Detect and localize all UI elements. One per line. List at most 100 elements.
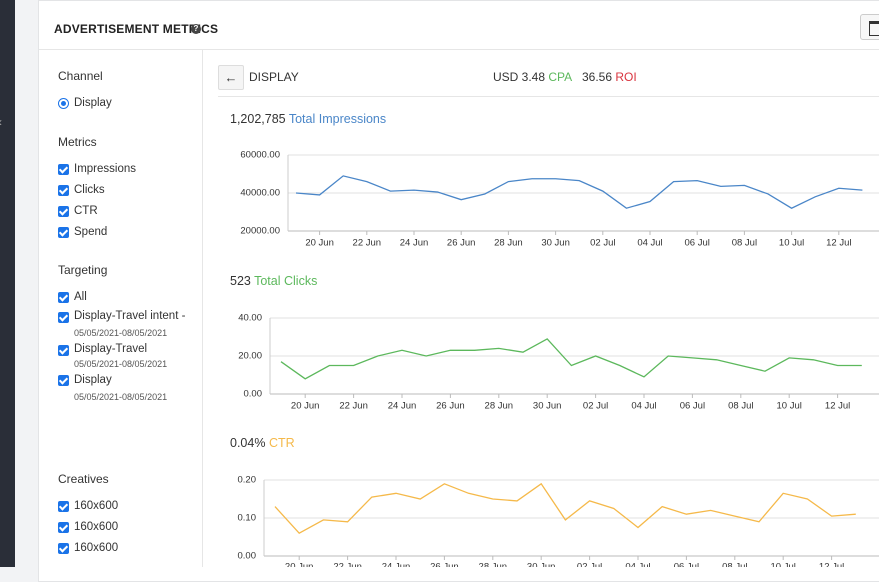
x-tick-label: 10 Jul: [777, 401, 802, 412]
checkbox-label: Spend: [74, 226, 108, 238]
checkbox[interactable]: [58, 312, 69, 323]
x-tick-label: 08 Jul: [722, 562, 747, 567]
radio-label: Display: [74, 97, 112, 109]
checkbox[interactable]: [58, 206, 69, 217]
checkbox[interactable]: [58, 164, 69, 175]
x-tick-label: 12 Jul: [825, 401, 850, 412]
checkbox-label: Display-Travel intent -: [74, 310, 186, 322]
x-tick-label: 08 Jul: [728, 401, 753, 412]
y-tick-label: 0.10: [238, 513, 257, 524]
data-line: [295, 175, 863, 209]
x-tick-label: 28 Jun: [494, 238, 523, 249]
x-tick-label: 26 Jun: [447, 238, 476, 249]
checkbox[interactable]: [58, 543, 69, 554]
help-icon[interactable]: ?: [191, 24, 201, 34]
checkbox[interactable]: [58, 501, 69, 512]
x-tick-label: 30 Jun: [527, 562, 556, 567]
roi-label: ROI: [615, 70, 637, 84]
panel-title: ADVERTISEMENT METRICS: [54, 22, 219, 36]
checkbox[interactable]: [58, 345, 69, 356]
section-title: Channel: [58, 69, 103, 83]
x-tick-label: 10 Jul: [771, 562, 796, 567]
section-title: Creatives: [58, 472, 109, 486]
divider: [39, 49, 879, 50]
roi-value: 36.56: [582, 70, 613, 84]
y-tick-label: 40.00: [238, 313, 262, 324]
x-tick-label: 02 Jul: [590, 238, 615, 249]
checkbox-label: 160x600: [74, 500, 119, 512]
data-line: [280, 338, 862, 380]
section-title: Metrics: [58, 135, 97, 149]
y-tick-label: 20.00: [238, 351, 262, 362]
date-range: 05/05/2021-08/05/2021: [74, 392, 168, 402]
chart-title-label: Total Impressions: [289, 112, 386, 126]
x-tick-label: 06 Jul: [685, 238, 710, 249]
y-tick-label: 0.00: [244, 389, 263, 400]
x-tick-label: 06 Jul: [674, 562, 699, 567]
date-range: 05/05/2021-08/05/2021: [74, 328, 168, 338]
checkbox[interactable]: [58, 185, 69, 196]
cpa: USD 3.48 CPA: [493, 70, 572, 84]
app-sidebar: ‹: [0, 0, 15, 567]
back-button[interactable]: ←: [218, 65, 244, 90]
checkbox-label: Clicks: [74, 184, 105, 196]
checkbox-label: 160x600: [74, 542, 119, 554]
chart-title: 523 Total Clicks: [230, 274, 317, 288]
collapse-icon[interactable]: ‹: [0, 115, 2, 129]
checkbox[interactable]: [58, 522, 69, 533]
checkbox-label: Impressions: [74, 163, 136, 175]
chart-title-value: 523: [230, 274, 251, 288]
x-tick-label: 02 Jul: [583, 401, 608, 412]
x-tick-label: 24 Jun: [400, 238, 429, 249]
page: {"header": {"title": "ADVERTISEMENT METR…: [0, 0, 879, 567]
channel-name: DISPLAY: [249, 70, 299, 84]
chart-title-label: Total Clicks: [254, 274, 317, 288]
x-tick-label: 20 Jun: [291, 401, 320, 412]
x-tick-label: 22 Jun: [353, 238, 382, 249]
x-tick-label: 24 Jun: [382, 562, 411, 567]
checkbox[interactable]: [58, 292, 69, 303]
panel: [38, 0, 879, 582]
checkbox[interactable]: [58, 375, 69, 386]
charts: 1,202,785 Total Impressions 20000.00 40000…: [230, 112, 879, 567]
checkbox[interactable]: [58, 227, 69, 238]
x-tick-label: 26 Jun: [430, 562, 459, 567]
roi: 36.56 ROI: [582, 70, 637, 84]
y-tick-label: 20000.00: [240, 226, 280, 237]
y-tick-label: 0.20: [238, 475, 257, 486]
date-picker-button[interactable]: [860, 14, 879, 40]
x-tick-label: 04 Jul: [637, 238, 662, 249]
divider: [202, 50, 203, 567]
calendar-icon: [869, 21, 879, 36]
x-tick-label: 04 Jul: [631, 401, 656, 412]
divider: [218, 96, 879, 97]
x-tick-label: 26 Jun: [436, 401, 465, 412]
x-tick-label: 28 Jun: [485, 401, 514, 412]
y-tick-label: 0.00: [238, 551, 257, 562]
checkbox-label: Display-Travel: [74, 343, 148, 355]
checkbox-label: All: [74, 291, 87, 303]
chart-title: 1,202,785 Total Impressions: [230, 112, 386, 126]
x-tick-label: 30 Jun: [541, 238, 570, 249]
checkbox-label: CTR: [74, 205, 98, 217]
x-tick-label: 12 Jul: [819, 562, 844, 567]
x-tick-label: 02 Jul: [577, 562, 602, 567]
x-tick-label: 22 Jun: [333, 562, 362, 567]
checkbox-label: Display: [74, 374, 112, 386]
x-tick-label: 08 Jul: [732, 238, 757, 249]
x-tick-label: 20 Jun: [285, 562, 314, 567]
x-tick-label: 12 Jul: [826, 238, 851, 249]
checkbox-label: 160x600: [74, 521, 119, 533]
y-tick-label: 60000.00: [240, 150, 280, 161]
x-tick-label: 22 Jun: [339, 401, 368, 412]
chart-title: 0.04% CTR: [230, 436, 295, 450]
radio[interactable]: [58, 98, 69, 109]
x-tick-label: 10 Jul: [779, 238, 804, 249]
x-tick-label: 04 Jul: [625, 562, 650, 567]
x-tick-label: 24 Jun: [388, 401, 417, 412]
section-title: Targeting: [58, 263, 108, 277]
x-tick-label: 30 Jun: [533, 401, 562, 412]
x-tick-label: 28 Jun: [479, 562, 508, 567]
chart-title-value: 0.04%: [230, 436, 265, 450]
cpa-label: CPA: [548, 70, 573, 84]
